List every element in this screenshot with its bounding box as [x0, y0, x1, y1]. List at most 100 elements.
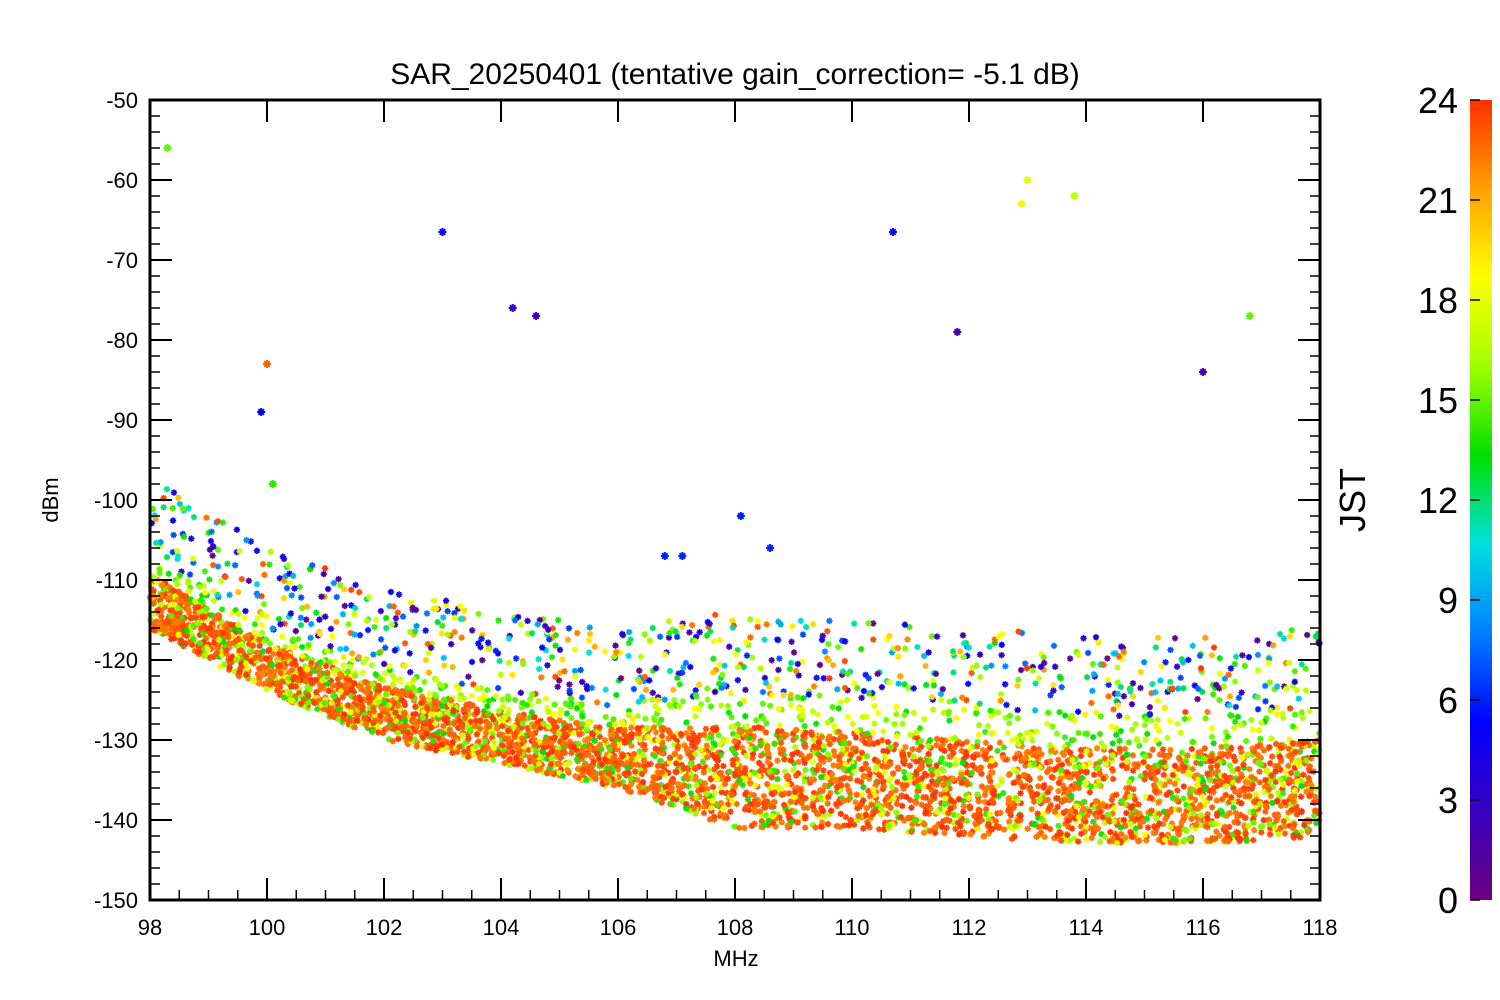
data-point [379, 677, 387, 684]
data-point [1083, 748, 1090, 755]
data-point [1141, 713, 1149, 720]
data-point [1048, 746, 1055, 753]
data-point [262, 655, 270, 662]
data-point [616, 735, 623, 743]
data-point [570, 730, 578, 737]
data-point [208, 642, 216, 649]
data-point [447, 632, 454, 639]
data-point [1066, 655, 1074, 662]
data-point [813, 674, 820, 682]
data-point [316, 672, 324, 679]
data-point [761, 821, 768, 829]
data-point [213, 629, 220, 636]
data-point [969, 664, 976, 671]
data-point [950, 811, 958, 819]
data-point [944, 800, 952, 807]
data-point [950, 803, 957, 811]
data-point [852, 734, 860, 741]
data-point [1187, 793, 1195, 801]
data-point [821, 795, 829, 802]
data-point [1273, 813, 1280, 821]
data-point [635, 725, 642, 732]
data-point [1249, 782, 1257, 789]
data-point [177, 636, 185, 644]
data-point [720, 735, 727, 743]
data-point [535, 698, 542, 705]
data-point [275, 683, 282, 691]
data-point [413, 743, 420, 750]
data-point [174, 612, 181, 619]
data-point [1005, 805, 1013, 813]
data-point [1129, 752, 1137, 759]
data-point [692, 687, 699, 694]
data-point [464, 731, 472, 738]
data-point [1154, 716, 1161, 724]
data-point [913, 771, 920, 778]
data-point [750, 733, 758, 740]
data-point [710, 655, 717, 662]
data-point [571, 646, 579, 653]
data-point [521, 762, 528, 769]
data-point [926, 736, 934, 744]
data-point [742, 686, 749, 693]
data-point [1197, 801, 1204, 809]
data-point [1120, 693, 1128, 700]
data-point [904, 636, 911, 643]
data-point [955, 819, 962, 826]
data-point [958, 771, 965, 778]
data-point [709, 783, 717, 791]
data-point [486, 723, 493, 730]
data-point [874, 801, 882, 809]
data-point [922, 662, 929, 670]
data-point [462, 739, 470, 746]
data-point [515, 613, 522, 621]
data-point [636, 752, 643, 759]
data-point [484, 720, 491, 727]
data-point [689, 742, 697, 750]
data-point [444, 714, 451, 722]
data-point [975, 722, 983, 729]
data-point [1220, 683, 1228, 690]
data-point [345, 713, 353, 720]
data-point [945, 809, 952, 817]
data-point [306, 686, 314, 693]
data-point [756, 759, 763, 767]
data-point [751, 806, 758, 813]
data-point [1105, 693, 1112, 700]
data-point [562, 700, 569, 707]
data-point [710, 813, 718, 820]
data-point [629, 715, 637, 722]
data-point [681, 794, 689, 801]
data-point [925, 810, 933, 817]
data-point [1310, 799, 1317, 806]
data-point [658, 769, 666, 776]
data-point [1288, 800, 1295, 808]
data-point [551, 733, 559, 741]
data-point [715, 731, 722, 739]
data-point [946, 717, 953, 724]
data-point [844, 782, 851, 789]
data-point [264, 677, 271, 685]
data-point [1186, 770, 1194, 778]
data-point [1144, 730, 1151, 738]
data-point [1156, 727, 1163, 735]
data-point [975, 731, 983, 739]
data-point [817, 787, 824, 794]
data-point [783, 773, 790, 780]
data-point [355, 653, 363, 661]
data-point [1120, 648, 1127, 655]
data-point [1167, 839, 1174, 846]
data-point [904, 828, 912, 836]
data-point [1065, 774, 1072, 781]
data-point [253, 634, 261, 641]
data-point [598, 770, 605, 777]
data-point [1082, 779, 1090, 787]
data-point [1127, 688, 1134, 695]
data-point [1006, 818, 1013, 825]
data-point [458, 634, 465, 641]
data-point [974, 791, 981, 798]
data-point [1150, 771, 1157, 778]
data-point [174, 597, 181, 604]
data-point [875, 806, 882, 813]
data-point [698, 786, 705, 793]
